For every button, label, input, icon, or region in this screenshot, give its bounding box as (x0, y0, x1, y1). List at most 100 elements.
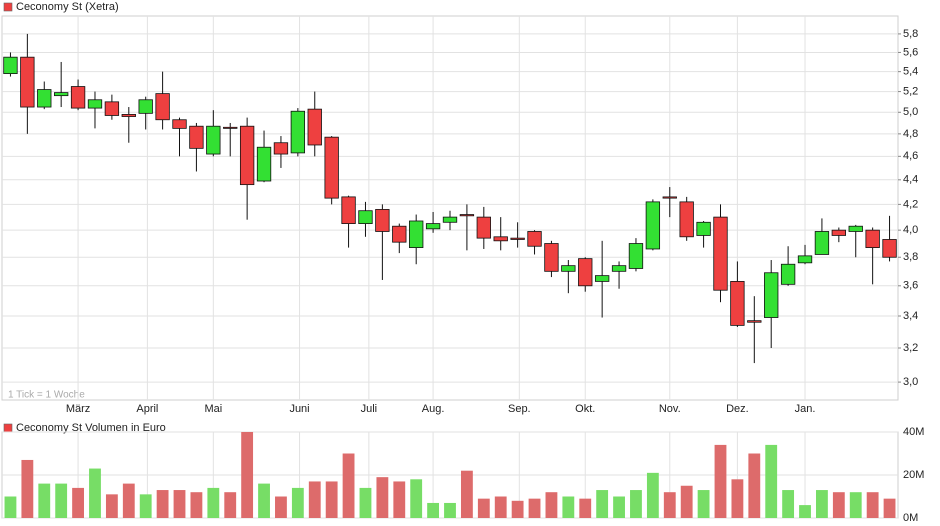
candle-body (747, 320, 762, 323)
y-tick-label: 5,8 (903, 28, 918, 40)
volume-bar (697, 490, 710, 518)
y-tick-label: 5,0 (903, 106, 918, 118)
candle-body (459, 214, 475, 217)
candle-body (70, 86, 86, 109)
x-tick-label: Okt. (575, 403, 595, 415)
x-tick-label: April (136, 403, 158, 415)
candle-body (155, 93, 170, 121)
volume-bar (765, 444, 778, 518)
y-tick-label: 5,2 (903, 85, 918, 97)
volume-bar (782, 490, 795, 518)
volume-bar (376, 477, 389, 518)
volume-bar (308, 481, 321, 518)
y-tick-label: 3,8 (903, 251, 918, 263)
candle-body (189, 125, 204, 149)
y-tick-label: 4,2 (903, 198, 918, 210)
x-tick-label: Sep. (508, 403, 531, 415)
candle-body (764, 272, 779, 318)
volume-bar (832, 492, 845, 518)
candle-body (696, 221, 711, 236)
candle-body (172, 119, 187, 129)
candle-body (679, 201, 694, 238)
volume-bar (342, 453, 355, 518)
volume-bar (258, 483, 270, 518)
volume-bar (444, 502, 456, 518)
legend-swatch (3, 2, 13, 12)
volume-bar (38, 483, 51, 518)
candle-body (865, 229, 880, 249)
candle-body (358, 210, 373, 224)
candle-body (578, 258, 593, 287)
candle-body (611, 265, 627, 272)
y-tick-label: 0M (903, 512, 918, 524)
y-tick-label: 3,4 (903, 310, 918, 322)
volume-bar (190, 492, 203, 518)
candle-body (104, 101, 120, 116)
candle-body (848, 225, 863, 232)
y-tick-label: 40M (903, 426, 924, 438)
candle-body (628, 243, 644, 269)
candle-body (882, 239, 897, 258)
x-tick-label: Aug. (422, 403, 445, 415)
candle-body (54, 92, 69, 97)
candle-body (476, 216, 491, 239)
candle-body (273, 142, 289, 155)
volume-bar (55, 483, 68, 518)
candle-body (594, 275, 610, 282)
candle-body (730, 281, 745, 326)
candle-body (206, 125, 221, 155)
candle-body (290, 110, 306, 154)
candle-body (307, 108, 322, 146)
volume-bar (291, 487, 304, 518)
volume-bar (477, 498, 490, 518)
volume-bar (139, 494, 152, 518)
volume-bar (89, 468, 101, 518)
candle-body (797, 255, 813, 264)
volume-bar (173, 490, 186, 518)
volume-bar (562, 496, 575, 518)
candle-body (645, 201, 661, 250)
volume-bar (494, 496, 507, 518)
volume-bar (105, 494, 118, 518)
candle-body (239, 125, 255, 186)
y-tick-label: 4,0 (903, 224, 918, 236)
candle-body (493, 236, 508, 242)
x-tick-label: März (66, 403, 90, 415)
y-tick-label: 3,6 (903, 280, 918, 292)
candle-body (223, 126, 238, 129)
volume-bar (799, 505, 811, 518)
candle-body (87, 99, 103, 109)
volume-bar (427, 502, 440, 518)
volume-bar (224, 492, 237, 518)
volume-bar (630, 490, 642, 518)
candle-body (831, 229, 846, 236)
volume-bar (866, 492, 879, 518)
volume-bar (72, 487, 84, 518)
candle-body (425, 223, 441, 230)
candle-body (510, 237, 525, 240)
y-tick-label: 5,4 (903, 66, 918, 78)
candle-body (3, 56, 18, 75)
candle-body (121, 114, 136, 117)
volume-bar (156, 490, 169, 518)
x-tick-label: Mai (204, 403, 222, 415)
volume-bar (545, 492, 558, 518)
volume-bar (849, 492, 862, 518)
y-tick-label: 4,6 (903, 150, 918, 162)
candle-body (409, 220, 424, 249)
y-tick-label: 3,0 (903, 376, 918, 388)
candle-body (138, 99, 153, 114)
volume-bar (680, 485, 693, 518)
volume-bar (460, 470, 473, 518)
x-tick-label: Nov. (659, 403, 681, 415)
candle-body (256, 146, 272, 182)
volume-bar (816, 490, 828, 518)
volume-bar (410, 479, 423, 518)
volume-bar (359, 487, 372, 518)
x-tick-label: Juli (361, 403, 378, 415)
volume-bar (21, 459, 34, 518)
candle-body (20, 56, 35, 108)
volume-bar (596, 490, 609, 518)
volume-bar (325, 481, 338, 518)
